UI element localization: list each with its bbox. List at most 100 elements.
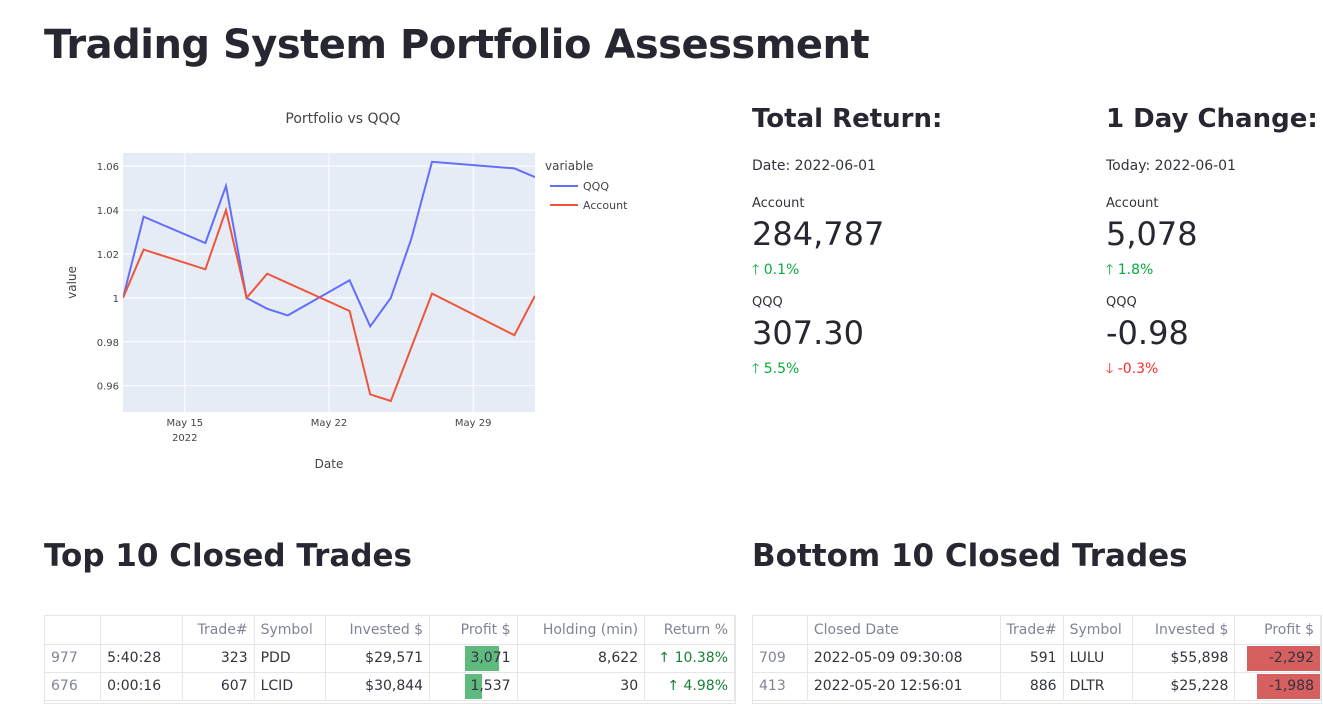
profit-bar — [1247, 645, 1320, 671]
metric-delta: 🡓 -0.3% — [1106, 358, 1321, 382]
x-tick-label: May 29 — [455, 418, 492, 429]
profit-bar — [464, 673, 482, 699]
y-tick-label: 1.02 — [97, 250, 119, 261]
profit-value: -2,292 — [1268, 650, 1314, 666]
column-header-trade[interactable]: Trade# — [1000, 616, 1064, 645]
y-tick-label: 0.98 — [97, 338, 119, 349]
profit-value: 3,071 — [470, 650, 511, 666]
arrow-up-icon: 🡑 — [1106, 262, 1114, 278]
return-cell: ↑ 4.98% — [644, 672, 735, 701]
legend-title: variable — [545, 159, 593, 173]
y-tick-label: 0.96 — [97, 382, 119, 393]
portfolio-chart[interactable]: 0.96 0.98 1 1.02 1.04 1.06 May 15 May 22 May 29 2… — [44, 100, 684, 480]
trade-cell: 607 — [182, 672, 255, 701]
metric-label: QQQ — [1106, 295, 1137, 310]
table-row[interactable]: 676 0:00:16 607 LCID $30,844 1,537 30 ↑ … — [45, 672, 735, 701]
symbol-cell: DLTR — [1063, 672, 1134, 701]
row-index: 413 — [753, 672, 808, 701]
x-tick-sublabel: 2022 — [172, 433, 197, 444]
metric-delta: 🡑 0.1% — [752, 259, 1052, 283]
metric-label: Account — [1106, 196, 1159, 211]
column-header-symbol[interactable]: Symbol — [1063, 616, 1134, 645]
closed-date-cell: 2022-05-20 12:56:01 — [807, 672, 1001, 701]
closed-date-cell: 0:00:16 — [100, 672, 183, 701]
table-row[interactable]: 413 2022-05-20 12:56:01 886 DLTR $25,228… — [753, 672, 1321, 701]
y-tick-label: 1.04 — [97, 206, 119, 217]
page-title: Trading System Portfolio Assessment — [44, 22, 870, 68]
column-header-closed-date[interactable] — [100, 616, 183, 645]
profit-cell: 1,537 — [429, 672, 518, 701]
arrow-down-icon: 🡓 — [1106, 361, 1114, 377]
profit-value: 1,537 — [470, 678, 511, 694]
bottom-trades-heading: Bottom 10 Closed Trades — [752, 538, 1188, 574]
column-header-holding[interactable]: Holding (min) — [517, 616, 646, 645]
metric-value: 307.30 — [752, 314, 864, 352]
table-row[interactable]: 709 2022-05-09 09:30:08 591 LULU $55,898… — [753, 644, 1321, 673]
holding-cell: 30 — [517, 672, 646, 701]
trade-cell: 323 — [182, 644, 255, 673]
x-tick-label: May 15 — [167, 418, 204, 429]
profit-bar — [1256, 673, 1320, 699]
column-header-invested[interactable]: Invested $ — [1132, 616, 1236, 645]
column-header-return[interactable]: Return % — [644, 616, 735, 645]
metric-delta-value: 1.8% — [1117, 262, 1154, 278]
day-change-panel: 1 Day Change: Today: 2022-06-01 Account … — [1106, 104, 1321, 382]
total-return-date: Date: 2022-06-01 — [752, 158, 876, 174]
return-value: 4.98% — [683, 678, 728, 694]
column-header-closed-date[interactable]: Closed Date — [807, 616, 1001, 645]
x-axis-label: Date — [315, 457, 344, 471]
trade-cell: 886 — [1000, 672, 1064, 701]
metric-label: QQQ — [752, 295, 783, 310]
arrow-up-icon: ↑ — [667, 678, 680, 694]
column-header-invested[interactable]: Invested $ — [325, 616, 431, 645]
total-account-metric: Account 284,787 🡑 0.1% — [752, 196, 1052, 283]
arrow-up-icon: 🡑 — [752, 262, 760, 278]
metric-delta-value: 5.5% — [763, 361, 800, 377]
profit-cell: -1,988 — [1234, 672, 1321, 701]
metric-delta: 🡑 5.5% — [752, 358, 1052, 382]
column-header-symbol[interactable]: Symbol — [254, 616, 327, 645]
day-change-heading: 1 Day Change: — [1106, 104, 1318, 134]
row-index: 676 — [45, 672, 102, 701]
chart-title: Portfolio vs QQQ — [285, 111, 400, 127]
profit-bar — [464, 645, 500, 671]
y-tick-label: 1.06 — [97, 162, 119, 173]
closed-date-cell: 2022-05-09 09:30:08 — [807, 644, 1001, 673]
return-cell: ↑ 10.38% — [644, 644, 735, 673]
metric-delta-value: 0.1% — [763, 262, 800, 278]
arrow-up-icon: 🡑 — [752, 361, 760, 377]
profit-cell: -2,292 — [1234, 644, 1321, 673]
column-header-trade[interactable]: Trade# — [182, 616, 255, 645]
top-trades-table[interactable]: Trade# Symbol Invested $ Profit $ Holdin… — [44, 615, 736, 704]
metric-label: Account — [752, 196, 805, 211]
column-header-profit[interactable]: Profit $ — [429, 616, 518, 645]
day-qqq-metric: QQQ -0.98 🡓 -0.3% — [1106, 295, 1321, 382]
metric-delta-value: -0.3% — [1117, 361, 1159, 377]
symbol-cell: LULU — [1063, 644, 1134, 673]
invested-cell: $29,571 — [325, 644, 431, 673]
closed-date-cell: 5:40:28 — [100, 644, 183, 673]
column-header-index[interactable] — [753, 616, 808, 645]
day-change-date: Today: 2022-06-01 — [1106, 158, 1236, 174]
holding-cell: 8,622 — [517, 644, 646, 673]
total-qqq-metric: QQQ 307.30 🡑 5.5% — [752, 295, 1052, 382]
table-header-row: Closed Date Trade# Symbol Invested $ Pro… — [753, 616, 1321, 645]
metric-value: 5,078 — [1106, 215, 1198, 253]
trade-cell: 591 — [1000, 644, 1064, 673]
symbol-cell: LCID — [254, 672, 327, 701]
profit-value: -1,988 — [1268, 678, 1314, 694]
arrow-up-icon: ↑ — [658, 650, 671, 666]
invested-cell: $25,228 — [1132, 672, 1236, 701]
column-header-index[interactable] — [45, 616, 102, 645]
bottom-trades-table[interactable]: Closed Date Trade# Symbol Invested $ Pro… — [752, 615, 1322, 704]
invested-cell: $55,898 — [1132, 644, 1236, 673]
day-account-metric: Account 5,078 🡑 1.8% — [1106, 196, 1321, 283]
total-return-heading: Total Return: — [752, 104, 943, 134]
table-row[interactable]: 977 5:40:28 323 PDD $29,571 3,071 8,622 … — [45, 644, 735, 673]
series-line-account — [123, 206, 535, 403]
metric-delta: 🡑 1.8% — [1106, 259, 1321, 283]
metric-value: -0.98 — [1106, 314, 1189, 352]
row-index: 977 — [45, 644, 102, 673]
symbol-cell: PDD — [254, 644, 327, 673]
column-header-profit[interactable]: Profit $ — [1234, 616, 1321, 645]
